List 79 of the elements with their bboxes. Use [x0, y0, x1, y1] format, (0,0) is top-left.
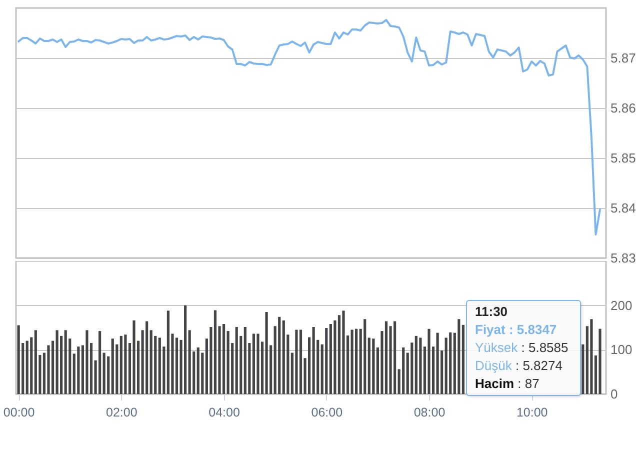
bar [393, 321, 396, 394]
bar [98, 331, 102, 394]
bar [30, 337, 33, 394]
y-tick-label: 100 [610, 342, 632, 358]
x-tick-label: 00:00 [3, 406, 35, 420]
bar [107, 356, 110, 394]
annotation: Düşük : 5.8274 [475, 357, 564, 375]
bar [222, 324, 226, 394]
bar [334, 320, 336, 394]
bar [34, 330, 37, 394]
bar [384, 321, 388, 394]
bar [402, 347, 405, 394]
x-tick-label: 06:00 [311, 406, 343, 420]
bar [47, 345, 50, 394]
bar [582, 344, 584, 394]
bar [256, 334, 260, 394]
bar [449, 332, 452, 394]
bar [458, 319, 460, 394]
bar [299, 330, 302, 394]
bar [419, 338, 422, 394]
bar [372, 338, 375, 394]
bar [329, 324, 332, 394]
bar [436, 332, 439, 394]
bar [364, 319, 366, 394]
bar [64, 330, 67, 394]
bar [308, 337, 311, 394]
bar [282, 320, 285, 394]
x-tick-label: 02:00 [106, 406, 138, 420]
y-tick-label: 5.85 [610, 150, 636, 166]
bar [166, 310, 170, 394]
y-tick-label: 5.87 [610, 50, 636, 66]
y-tick-label: 5.86 [610, 100, 636, 116]
bar [265, 312, 268, 394]
bar [325, 328, 328, 394]
bar [590, 319, 593, 394]
bar [146, 321, 148, 394]
bar [598, 328, 602, 394]
annotation: Fiyat : 5.8347 [475, 321, 558, 339]
bar [278, 316, 281, 394]
annotation: Yüksek : 5.8585 [475, 339, 570, 357]
bar [102, 352, 106, 394]
bar [86, 330, 88, 394]
bar [17, 325, 20, 394]
x-tick-label: 10:00 [516, 406, 548, 420]
bar [214, 310, 217, 394]
bar [124, 334, 127, 394]
y-tick-label: 200 [610, 298, 632, 313]
annotation: Hacim : 87 [475, 375, 540, 393]
bar [342, 310, 345, 394]
x-tick-label: 04:00 [208, 406, 240, 420]
line-series [18, 19, 602, 236]
y-tick-label: 0 [610, 386, 618, 402]
bar [252, 334, 256, 394]
bar [77, 346, 80, 394]
bar [196, 347, 200, 394]
bar [26, 340, 28, 394]
bar [56, 330, 58, 394]
bar [226, 331, 230, 394]
y-tick-label: 5.84 [610, 200, 636, 216]
annotation: 11:30 [475, 303, 509, 321]
bar [414, 336, 418, 394]
x-tick-label: 08:00 [414, 406, 446, 420]
bar [132, 320, 136, 394]
bar [312, 327, 315, 394]
bar [244, 327, 246, 394]
bar [295, 330, 298, 394]
bar [428, 328, 430, 394]
y-tick-label: 5.83 [610, 250, 636, 266]
bar [111, 338, 114, 394]
bar [158, 338, 161, 394]
bar [410, 342, 414, 394]
bar [368, 338, 370, 394]
bar [188, 330, 191, 394]
bar [462, 324, 465, 394]
bar [350, 330, 354, 394]
bar [235, 327, 238, 394]
bar [150, 330, 152, 394]
bar [175, 338, 178, 394]
bar [120, 336, 122, 394]
